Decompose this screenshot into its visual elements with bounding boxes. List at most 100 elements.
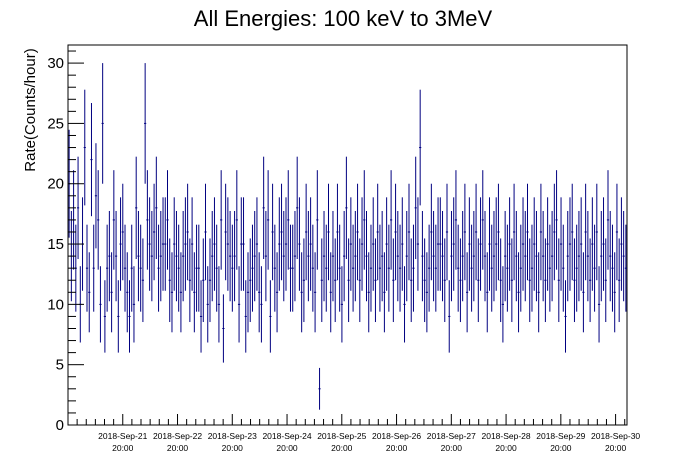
chart-title: All Energies: 100 keV to 3MeV [194, 6, 493, 31]
data-point [461, 210, 464, 302]
data-point [300, 252, 303, 333]
data-point [110, 252, 113, 333]
data-point [622, 210, 625, 302]
data-point [432, 210, 435, 302]
data-point [347, 238, 350, 323]
data-point [510, 238, 513, 323]
data-point [305, 183, 308, 281]
data-point [479, 197, 482, 291]
data-point [329, 252, 332, 333]
data-point [398, 224, 402, 312]
data-point [325, 224, 328, 312]
data-point [168, 238, 171, 323]
x-tick-label-time: 20:00 [112, 443, 134, 453]
data-point [611, 224, 614, 312]
data-point [318, 367, 321, 410]
data-point [410, 238, 413, 323]
data-point [235, 170, 238, 270]
data-point [103, 280, 106, 353]
y-tick-label: 0 [56, 417, 64, 434]
data-point [512, 183, 516, 281]
data-point [602, 197, 605, 291]
data-point [83, 89, 86, 206]
data-point [466, 252, 469, 333]
data-point [517, 252, 520, 333]
data-point [175, 210, 178, 302]
data-point [365, 210, 368, 302]
data-point [137, 210, 140, 302]
data-point [97, 170, 100, 270]
data-point [249, 238, 252, 323]
data-point [90, 103, 93, 217]
data-point [208, 238, 212, 323]
x-tick-label-time: 20:00 [276, 443, 298, 453]
data-point [206, 266, 209, 343]
data-point [430, 183, 433, 281]
data-point [539, 183, 543, 281]
data-point [589, 238, 592, 323]
data-point [262, 156, 265, 260]
data-point [604, 238, 607, 323]
data-point [135, 156, 138, 260]
x-tick-label-time: 20:00 [605, 443, 627, 453]
x-tick-label-date: 2018-Sep-26 [372, 431, 421, 441]
data-point [182, 210, 185, 302]
data-point [474, 183, 478, 281]
data-point [260, 266, 263, 343]
data-point [392, 238, 395, 323]
data-point [193, 252, 196, 333]
data-point [123, 224, 127, 312]
data-point [419, 89, 422, 206]
data-point [155, 156, 158, 260]
x-axis: 2018-Sep-21 20:00 2018-Sep-22 20:00 2018-Sep… [67, 414, 640, 453]
data-point [403, 266, 406, 343]
data-point [177, 224, 180, 312]
data-point [226, 197, 229, 291]
data-point [197, 224, 200, 312]
data-point [289, 224, 292, 312]
data-point [445, 183, 449, 281]
data-point [278, 197, 281, 291]
data-point [575, 224, 578, 312]
data-point [492, 210, 496, 302]
x-tick-label-date: 2018-Sep-24 [262, 431, 311, 441]
data-point [457, 224, 460, 312]
data-point [159, 210, 162, 302]
data-point [546, 197, 549, 291]
data-point [157, 224, 160, 312]
data-point [573, 238, 576, 323]
data-point [108, 210, 111, 302]
data-point [222, 294, 225, 363]
data-point [106, 224, 109, 312]
data-point [564, 280, 567, 353]
data-point [195, 224, 198, 312]
data-point [233, 210, 236, 302]
data-point [132, 266, 136, 343]
data-point [179, 252, 183, 333]
data-point [463, 183, 466, 281]
data-point [586, 210, 589, 302]
data-point [618, 238, 621, 323]
data-point [246, 252, 250, 333]
data-point [448, 280, 451, 353]
data-point [280, 183, 283, 281]
data-point [571, 183, 574, 281]
data-point [613, 252, 616, 333]
data-point [202, 238, 205, 323]
data-point [597, 266, 601, 343]
data-point [354, 210, 357, 302]
data-point [369, 224, 373, 312]
y-tick-label: 5 [56, 357, 64, 374]
data-point [450, 210, 453, 302]
x-tick-label-date: 2018-Sep-30 [591, 431, 640, 441]
data-point [150, 210, 153, 302]
data-point [293, 210, 297, 302]
data-point [506, 224, 509, 312]
data-point [322, 210, 326, 302]
data-point [562, 224, 565, 312]
x-tick-label-time: 20:00 [386, 443, 408, 453]
data-point [452, 197, 455, 291]
data-point [559, 197, 563, 291]
data-point [170, 252, 174, 333]
x-tick-label-time: 20:00 [550, 443, 572, 453]
